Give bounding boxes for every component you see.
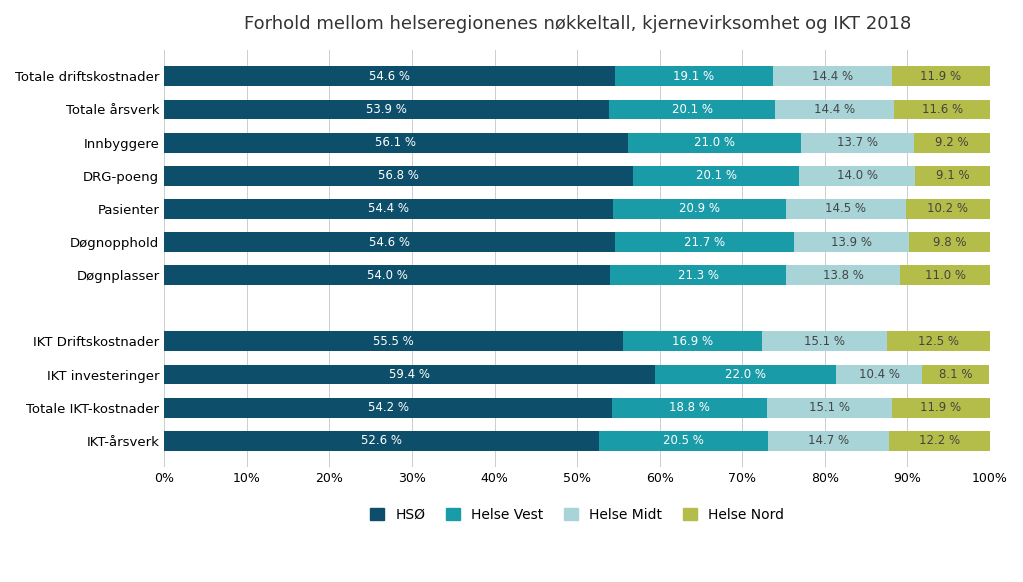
Text: 13.8 %: 13.8 % [822, 269, 863, 282]
Text: 14.0 %: 14.0 % [837, 169, 878, 182]
Text: 22.0 %: 22.0 % [725, 368, 766, 381]
Text: 21.0 %: 21.0 % [694, 136, 735, 149]
Bar [799, 166, 915, 186]
Bar [837, 364, 923, 385]
Text: 54.6 %: 54.6 % [369, 70, 410, 83]
Bar [615, 232, 794, 252]
Text: 54.0 %: 54.0 % [367, 269, 407, 282]
Text: 53.9 %: 53.9 % [366, 103, 407, 116]
Text: 10.2 %: 10.2 % [928, 203, 969, 215]
Bar [165, 66, 615, 86]
Text: 11.9 %: 11.9 % [921, 70, 962, 83]
Text: 18.8 %: 18.8 % [669, 401, 710, 414]
Bar [598, 431, 768, 450]
Text: 21.7 %: 21.7 % [684, 236, 725, 249]
Bar [610, 100, 775, 119]
Bar [627, 133, 801, 152]
Bar [165, 166, 633, 186]
Bar [768, 431, 889, 450]
Bar [923, 364, 989, 385]
Text: 54.2 %: 54.2 % [367, 401, 408, 414]
Text: 15.1 %: 15.1 % [804, 335, 845, 348]
Bar [801, 133, 915, 152]
Text: 14.4 %: 14.4 % [814, 103, 855, 116]
Text: 13.9 %: 13.9 % [832, 236, 873, 249]
Bar [610, 265, 786, 285]
Bar [612, 398, 767, 418]
Bar [905, 199, 990, 219]
Text: 16.9 %: 16.9 % [672, 335, 713, 348]
Bar [615, 66, 772, 86]
Text: 21.3 %: 21.3 % [677, 269, 718, 282]
Bar [165, 398, 612, 418]
Text: 14.7 %: 14.7 % [808, 434, 849, 448]
Bar [767, 398, 892, 418]
Text: 52.6 %: 52.6 % [361, 434, 402, 448]
Bar [165, 431, 598, 450]
Text: 56.8 %: 56.8 % [379, 169, 419, 182]
Bar [915, 133, 990, 152]
Bar [655, 364, 837, 385]
Bar [165, 332, 623, 352]
Bar [165, 100, 610, 119]
Text: 55.5 %: 55.5 % [373, 335, 413, 348]
Text: 56.1 %: 56.1 % [375, 136, 416, 149]
Bar [165, 364, 655, 385]
Bar [165, 133, 627, 152]
Text: 20.9 %: 20.9 % [679, 203, 720, 215]
Bar [623, 332, 762, 352]
Bar [165, 232, 615, 252]
Text: 13.7 %: 13.7 % [837, 136, 878, 149]
Bar [165, 199, 614, 219]
Text: 14.4 %: 14.4 % [812, 70, 853, 83]
Bar [794, 232, 909, 252]
Text: 14.5 %: 14.5 % [826, 203, 866, 215]
Bar [772, 66, 892, 86]
Bar [889, 431, 990, 450]
Text: 9.8 %: 9.8 % [933, 236, 967, 249]
Bar [900, 265, 991, 285]
Text: 20.5 %: 20.5 % [663, 434, 704, 448]
Text: 12.5 %: 12.5 % [918, 335, 959, 348]
Legend: HSØ, Helse Vest, Helse Midt, Helse Nord: HSØ, Helse Vest, Helse Midt, Helse Nord [365, 502, 790, 527]
Bar [915, 166, 990, 186]
Text: 19.1 %: 19.1 % [673, 70, 715, 83]
Bar [894, 100, 990, 119]
Bar [775, 100, 894, 119]
Text: 10.4 %: 10.4 % [859, 368, 900, 381]
Bar [165, 265, 610, 285]
Text: 20.1 %: 20.1 % [696, 169, 737, 182]
Bar [887, 332, 990, 352]
Text: 11.9 %: 11.9 % [921, 401, 962, 414]
Bar [892, 66, 990, 86]
Text: 9.2 %: 9.2 % [935, 136, 969, 149]
Text: 12.2 %: 12.2 % [919, 434, 961, 448]
Bar [909, 232, 990, 252]
Text: 59.4 %: 59.4 % [389, 368, 430, 381]
Bar [892, 398, 990, 418]
Text: 15.1 %: 15.1 % [809, 401, 850, 414]
Bar [786, 265, 900, 285]
Text: 11.0 %: 11.0 % [925, 269, 966, 282]
Bar [633, 166, 799, 186]
Bar [762, 332, 887, 352]
Text: 11.6 %: 11.6 % [922, 103, 963, 116]
Text: 54.6 %: 54.6 % [369, 236, 410, 249]
Bar [614, 199, 786, 219]
Text: 54.4 %: 54.4 % [368, 203, 409, 215]
Text: 9.1 %: 9.1 % [936, 169, 970, 182]
Text: 20.1 %: 20.1 % [672, 103, 713, 116]
Bar [786, 199, 905, 219]
Text: 8.1 %: 8.1 % [939, 368, 973, 381]
Title: Forhold mellom helseregionenes nøkkeltall, kjernevirksomhet og IKT 2018: Forhold mellom helseregionenes nøkkeltal… [243, 15, 910, 33]
